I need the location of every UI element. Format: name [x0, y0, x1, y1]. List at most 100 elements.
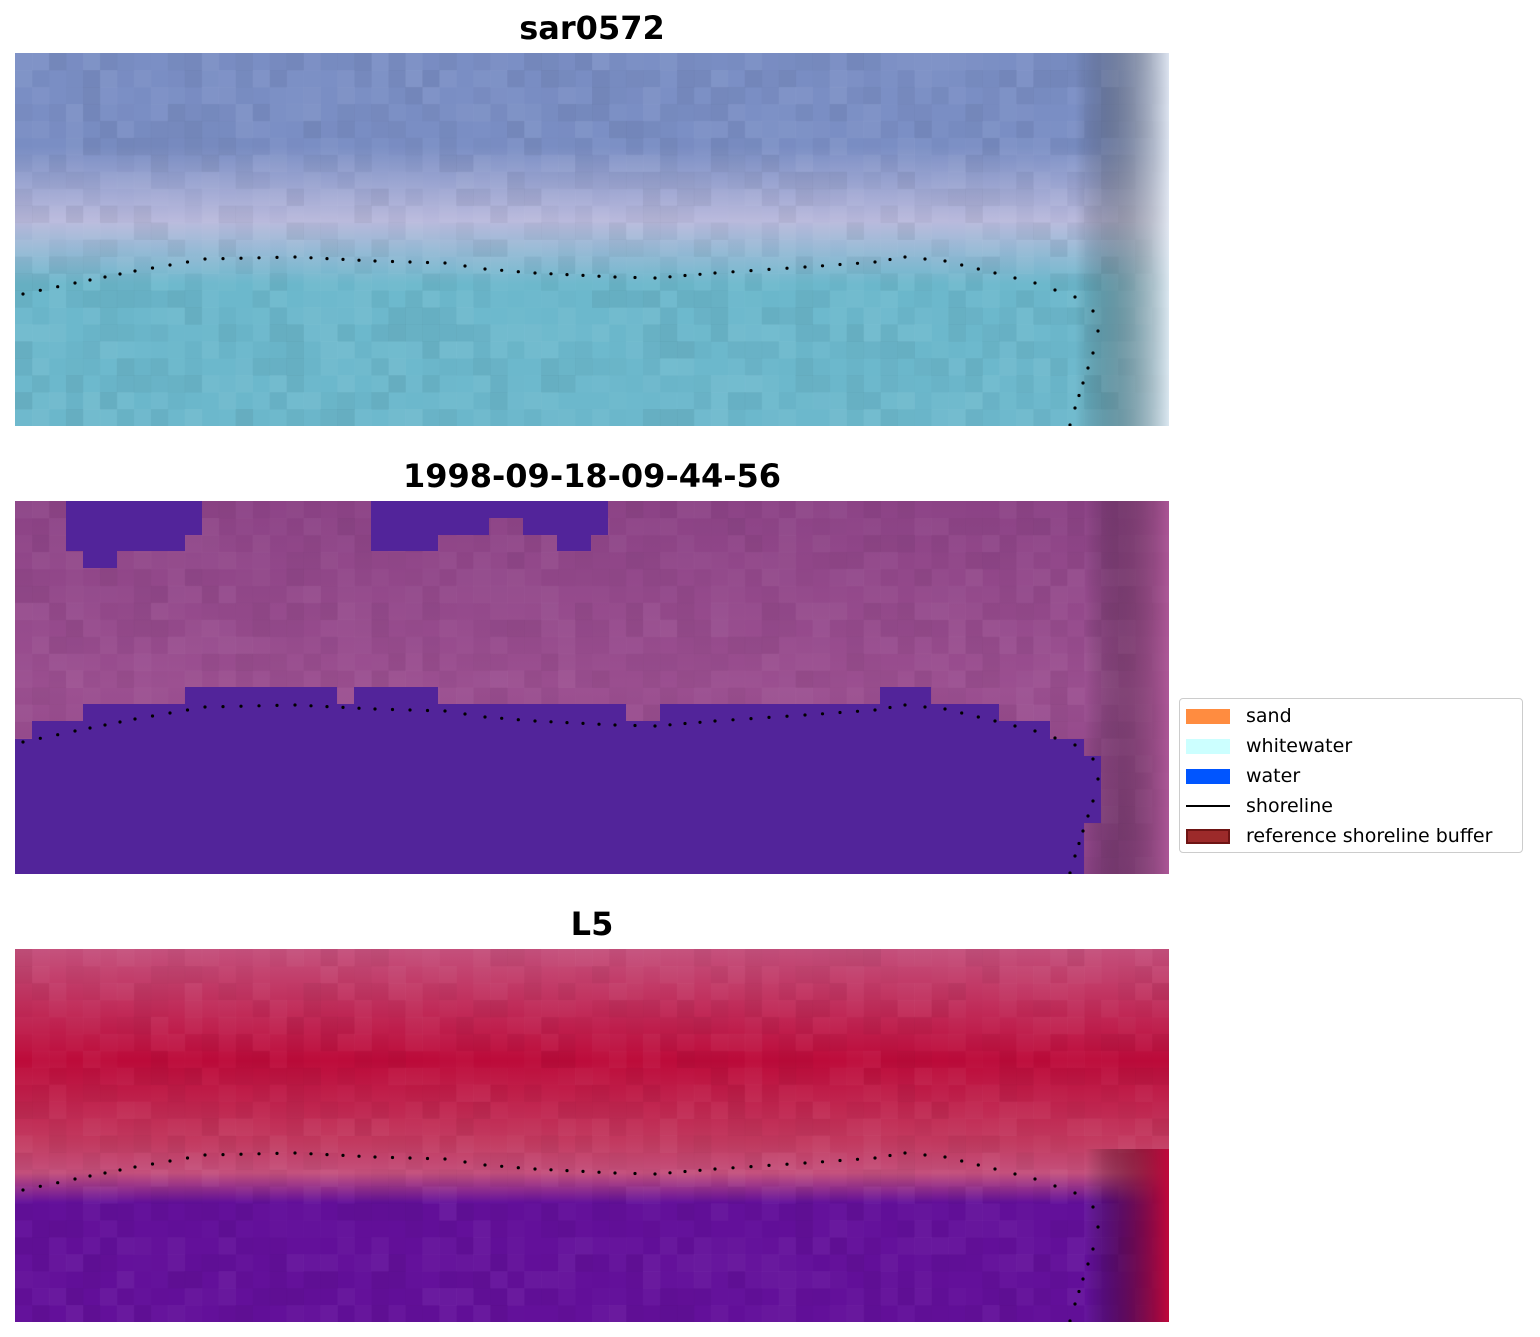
shoreline-point	[257, 1152, 261, 1156]
shoreline-point	[597, 1170, 601, 1174]
shoreline-point	[341, 705, 345, 709]
shoreline-point	[500, 716, 504, 720]
shoreline-point	[168, 711, 172, 715]
shoreline-point	[976, 1163, 980, 1167]
shoreline-point	[1073, 406, 1077, 410]
shoreline-point	[1073, 854, 1077, 858]
shoreline-point	[357, 258, 361, 262]
shoreline-point	[500, 1164, 504, 1168]
legend: sand whitewater water shoreline referenc…	[1179, 698, 1523, 853]
legend-label: reference shoreline buffer	[1246, 825, 1493, 847]
shoreline-point	[1068, 871, 1072, 874]
shoreline-point	[976, 715, 980, 719]
shoreline-point	[275, 1151, 279, 1155]
shoreline-point	[516, 270, 520, 274]
shoreline-point	[749, 269, 753, 273]
shoreline-point	[150, 714, 155, 718]
shoreline-point	[341, 1153, 345, 1157]
shoreline-point	[903, 1151, 907, 1155]
shoreline-point	[150, 1162, 155, 1166]
shoreline-point	[185, 260, 190, 264]
shoreline-point	[653, 1172, 657, 1176]
shoreline-point	[960, 1159, 964, 1163]
shoreline-point	[785, 1162, 789, 1166]
shoreline-point	[803, 713, 807, 717]
shoreline-point	[185, 708, 190, 712]
shoreline-point	[943, 259, 947, 263]
shoreline-point	[390, 259, 395, 264]
shoreline-point	[103, 723, 107, 727]
shoreline-point	[443, 261, 447, 265]
shoreline-point	[633, 275, 637, 280]
shoreline-line-swatch	[1186, 805, 1230, 807]
shoreline-point	[483, 715, 487, 719]
shoreline-point	[1096, 1225, 1100, 1229]
shoreline-point	[713, 1167, 717, 1171]
shoreline-point	[698, 272, 702, 276]
shoreline-point	[1091, 1247, 1095, 1251]
shoreline-point	[1081, 1277, 1085, 1281]
shoreline-point	[873, 260, 877, 264]
shoreline-point	[1091, 757, 1095, 761]
shoreline-point	[1073, 743, 1077, 747]
shoreline-point	[325, 1153, 329, 1157]
shoreline-point	[838, 1158, 842, 1163]
shoreline-point	[838, 262, 842, 267]
shoreline-point	[425, 1156, 430, 1161]
shoreline-point	[613, 1171, 617, 1175]
shoreline-point	[993, 719, 997, 723]
shoreline-point	[993, 271, 997, 275]
shoreline-point	[803, 265, 807, 269]
shoreline-point	[88, 1174, 92, 1178]
shoreline-point	[56, 285, 60, 289]
sand-swatch	[1186, 708, 1230, 724]
shoreline-point	[565, 273, 569, 277]
shoreline-point	[275, 255, 279, 259]
shoreline-point	[1091, 799, 1095, 803]
shoreline-point	[903, 255, 907, 259]
shoreline-point	[888, 257, 892, 262]
shoreline-point	[653, 276, 657, 280]
shoreline-point	[408, 1156, 412, 1160]
shoreline-dots	[21, 255, 1100, 426]
legend-item-water: water	[1186, 765, 1300, 787]
shoreline-point	[1086, 814, 1090, 818]
shoreline-point	[1033, 729, 1037, 733]
shoreline-point	[118, 720, 122, 724]
shoreline-point	[293, 703, 297, 707]
shoreline-point	[698, 1168, 702, 1172]
shoreline-point	[373, 707, 377, 711]
shoreline-point	[668, 275, 672, 279]
shoreline-point	[613, 723, 617, 727]
shoreline-point	[613, 275, 617, 279]
shoreline-point	[373, 259, 377, 263]
shoreline-point	[483, 267, 487, 271]
shoreline-dots	[21, 1151, 1100, 1322]
shoreline-point	[118, 1168, 122, 1172]
shoreline-point	[976, 267, 980, 271]
shoreline-point	[653, 724, 657, 728]
shoreline-point	[221, 257, 225, 261]
shoreline-point	[275, 703, 279, 707]
shoreline-point	[133, 269, 137, 273]
shoreline-point	[668, 1171, 672, 1175]
shoreline-point	[408, 708, 412, 712]
shoreline-point	[203, 1153, 207, 1157]
shoreline-point	[785, 714, 789, 718]
shoreline-point	[581, 721, 585, 725]
shoreline-point	[293, 255, 297, 259]
shoreline-point	[239, 704, 243, 708]
shoreline-point	[1081, 381, 1085, 385]
shoreline-point	[820, 1160, 825, 1164]
shoreline-point	[408, 260, 412, 264]
shoreline-point	[873, 1156, 877, 1160]
shoreline-point	[960, 263, 964, 267]
shoreline-point	[443, 709, 447, 713]
shoreline-point	[1033, 281, 1037, 285]
shoreline-point	[1053, 1184, 1057, 1188]
legend-item-shoreline: shoreline	[1186, 795, 1333, 817]
shoreline-point	[133, 717, 137, 721]
shoreline-point	[565, 721, 569, 725]
shoreline-point	[257, 704, 261, 708]
shoreline-point	[203, 257, 207, 261]
